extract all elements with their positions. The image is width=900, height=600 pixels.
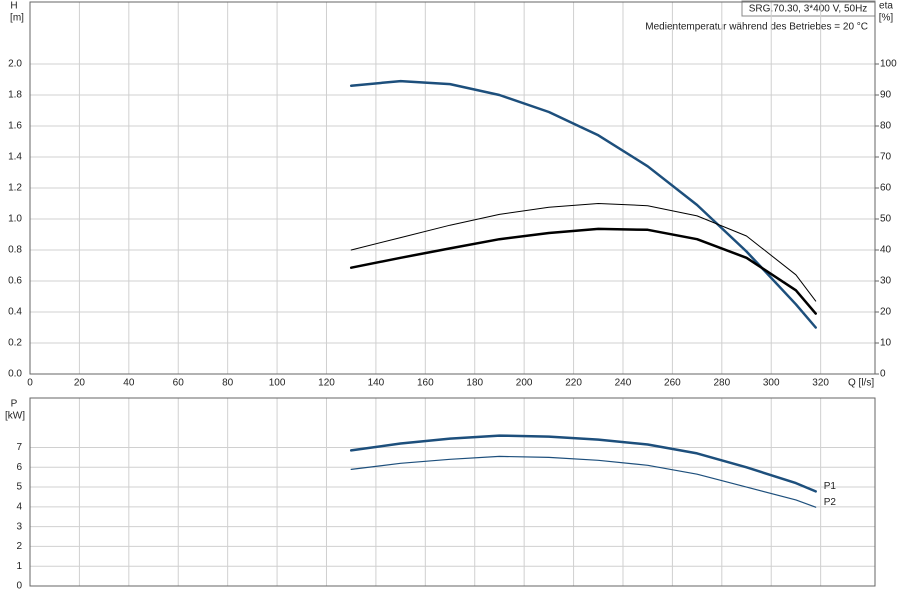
x-tick-label: 40 [123,378,135,389]
y-tick-label: 5 [16,482,22,493]
x-tick-label: 260 [664,378,681,389]
y-tick-label: 1.4 [8,152,22,163]
y-tick-label: 1 [16,561,22,572]
curve [349,434,817,493]
y-tick-label: 1.8 [8,90,22,101]
plot-frame [29,397,876,587]
y-axis-unit: [m] [10,13,24,24]
y2-tick-label: 10 [880,338,892,349]
y-tick-label: 1.2 [8,183,22,194]
x-tick-label: 200 [516,378,533,389]
x-tick-label: 320 [812,378,829,389]
y-tick-label: 0 [16,581,22,592]
x-tick-label: 0 [27,378,33,389]
y-tick-label: 1.6 [8,121,22,132]
x-tick-label: 100 [269,378,286,389]
x-tick-label: 80 [222,378,234,389]
y-axis-unit: [kW] [5,411,25,422]
series-label: P2 [824,497,837,508]
x-axis-label: Q [l/s] [848,378,874,389]
y-axis-label: P [11,399,18,410]
x-tick-label: 20 [74,378,86,389]
plot-frame [29,1,876,375]
y-tick-label: 0.2 [8,338,22,349]
y2-tick-label: 90 [880,90,892,101]
y2-tick-label: 50 [880,214,892,225]
y-tick-label: 2.0 [8,59,22,70]
x-tick-label: 240 [615,378,632,389]
y-tick-label: 0.4 [8,307,22,318]
y-tick-label: 3 [16,521,22,532]
chart-title: SRG.70.30, 3*400 V, 50Hz [749,4,868,15]
y2-tick-label: 20 [880,307,892,318]
x-tick-label: 120 [318,378,335,389]
y-tick-label: 2 [16,541,22,552]
y-tick-label: 4 [16,501,22,512]
chart-subtitle: Medientemperatur während des Betriebes =… [645,22,868,33]
y-tick-label: 0.8 [8,245,22,256]
x-tick-label: 220 [565,378,582,389]
y-tick-label: 7 [16,442,22,453]
curve [350,455,817,508]
x-tick-label: 280 [713,378,730,389]
y-tick-label: 0.6 [8,276,22,287]
series-label: P1 [824,481,837,492]
y2-axis-label: eta [879,1,893,12]
y-tick-label: 6 [16,462,22,473]
y2-tick-label: 60 [880,183,892,194]
y2-tick-label: 100 [880,59,897,70]
x-tick-label: 160 [417,378,434,389]
y2-tick-label: 80 [880,121,892,132]
y2-tick-label: 40 [880,245,892,256]
y-tick-label: 0.0 [8,369,22,380]
y2-tick-label: 70 [880,152,892,163]
y-tick-label: 1.0 [8,214,22,225]
y2-tick-label: 0 [880,369,886,380]
curve [349,227,817,315]
x-tick-label: 60 [173,378,185,389]
y2-tick-label: 30 [880,276,892,287]
x-tick-label: 140 [368,378,385,389]
y2-axis-unit: [%] [879,13,894,24]
x-tick-label: 300 [763,378,780,389]
y-axis-label: H [10,1,17,12]
curve [350,203,817,302]
x-tick-label: 180 [466,378,483,389]
